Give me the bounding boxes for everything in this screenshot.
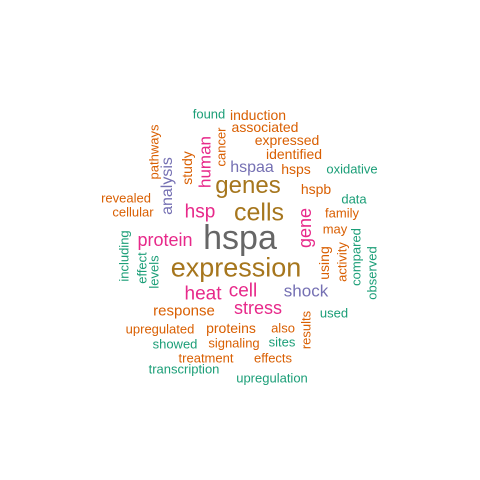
word-protein: protein [137,230,193,250]
word-treatment: treatment [178,350,234,366]
word-sites: sites [268,334,296,350]
word-data: data [341,191,367,207]
word-hspb: hspb [300,181,332,197]
word-including: including [116,230,132,282]
word-transcription: transcription [148,361,220,377]
word-also: also [271,320,295,336]
word-oxidative: oxidative [326,161,378,177]
word-family: family [325,205,359,221]
word-induction: induction [229,107,287,123]
word-pathways: pathways [146,124,162,180]
word-compared: compared [348,228,364,286]
word-results: results [298,310,314,350]
word-proteins: proteins [206,320,256,336]
word-hsps: hsps [281,161,311,177]
word-expression: expression [170,252,302,283]
word-cancer: cancer [213,127,229,167]
word-expressed: expressed [254,132,320,148]
word-hspaa: hspaa [230,159,274,176]
word-human: human [195,136,215,188]
word-shock: shock [283,281,329,301]
word-cellular: cellular [112,204,154,220]
word-response: response [153,302,215,320]
word-upregulated: upregulated [125,321,195,337]
word-activity: activity [334,242,350,282]
word-associated: associated [231,119,299,135]
word-using: using [316,246,332,280]
word-may: may [322,221,348,237]
word-found: found [192,106,226,122]
word-study: study [179,151,195,185]
word-identified: identified [265,146,323,162]
word-upregulation: upregulation [236,370,308,386]
word-used: used [319,305,349,321]
word-hspa: hspa [203,219,277,257]
word-heat: heat [184,283,222,305]
word-revealed: revealed [101,190,151,206]
word-observed: observed [364,246,380,300]
word-signaling: signaling [208,335,260,351]
word-analysis: analysis [159,157,176,215]
word-stress: stress [233,298,283,318]
word-cell: cell [228,280,258,302]
word-genes: genes [215,172,281,199]
word-levels: levels [146,255,162,289]
word-cells: cells [233,198,285,227]
word-hsp: hsp [184,201,216,223]
word-effects: effects [253,350,293,366]
word-gene: gene [295,207,315,249]
word-showed: showed [152,336,198,352]
